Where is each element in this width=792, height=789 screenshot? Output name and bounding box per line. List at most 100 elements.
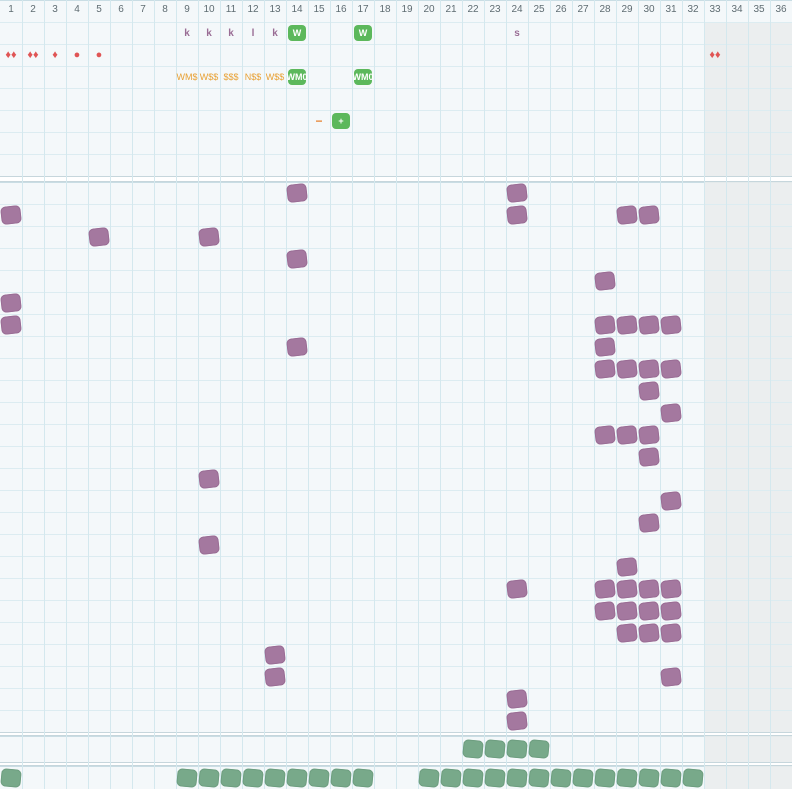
purple-piece[interactable] [638,623,660,643]
board-cell-piece[interactable] [264,644,286,666]
teal-piece[interactable] [594,768,616,788]
purple-piece[interactable] [594,425,616,445]
board-cell-piece[interactable] [660,666,682,688]
tray-piece[interactable] [308,767,330,789]
board-cell-piece[interactable] [198,226,220,248]
purple-piece[interactable] [198,227,220,247]
board-cell-piece[interactable] [594,600,616,622]
board-cell-piece[interactable] [594,424,616,446]
purple-piece[interactable] [286,249,308,269]
board-cell-piece[interactable] [660,578,682,600]
tray-piece[interactable] [0,767,22,789]
teal-piece[interactable] [418,768,440,788]
header-badge[interactable]: WM0 [286,66,308,88]
board-cell-piece[interactable] [616,600,638,622]
purple-piece[interactable] [616,601,638,621]
board-cell-piece[interactable] [594,336,616,358]
purple-piece[interactable] [638,579,660,599]
tray-piece[interactable] [242,767,264,789]
purple-piece[interactable] [660,579,682,599]
purple-piece[interactable] [660,491,682,511]
tray-piece[interactable] [352,767,374,789]
teal-piece[interactable] [176,768,198,788]
purple-piece[interactable] [638,425,660,445]
tray-piece[interactable] [506,767,528,789]
purple-piece[interactable] [638,315,660,335]
teal-piece[interactable] [264,768,286,788]
board-cell-piece[interactable] [660,358,682,380]
board-cell-piece[interactable] [88,226,110,248]
board-cell-piece[interactable] [594,358,616,380]
purple-piece[interactable] [638,601,660,621]
teal-piece[interactable] [0,768,22,788]
purple-piece[interactable] [616,425,638,445]
purple-piece[interactable] [660,359,682,379]
teal-piece[interactable] [616,768,638,788]
teal-piece[interactable] [660,768,682,788]
teal-piece[interactable] [550,768,572,788]
teal-piece[interactable] [198,768,220,788]
board-cell-piece[interactable] [638,622,660,644]
teal-piece[interactable] [242,768,264,788]
board-cell-piece[interactable] [0,204,22,226]
purple-piece[interactable] [594,315,616,335]
header-badge[interactable]: W [286,22,308,44]
tray-piece[interactable] [418,767,440,789]
game-badge[interactable]: W [288,25,306,41]
tray-piece[interactable] [264,767,286,789]
board-cell-piece[interactable] [616,204,638,226]
purple-piece[interactable] [506,205,528,225]
teal-piece[interactable] [572,768,594,788]
purple-piece[interactable] [638,205,660,225]
board-cell-piece[interactable] [594,270,616,292]
board-cell-piece[interactable] [638,380,660,402]
board-cell-piece[interactable] [286,248,308,270]
purple-piece[interactable] [638,513,660,533]
tray-piece[interactable] [550,767,572,789]
board-cell-piece[interactable] [660,314,682,336]
board-cell-piece[interactable] [638,358,660,380]
tray-piece[interactable] [594,767,616,789]
purple-piece[interactable] [660,667,682,687]
board-cell-piece[interactable] [616,358,638,380]
board-cell-piece[interactable] [594,314,616,336]
purple-piece[interactable] [264,645,286,665]
tray-piece[interactable] [528,738,550,760]
tray-piece[interactable] [440,767,462,789]
tray-piece[interactable] [572,767,594,789]
purple-piece[interactable] [616,315,638,335]
purple-piece[interactable] [660,403,682,423]
board-cell-piece[interactable] [616,424,638,446]
purple-piece[interactable] [616,359,638,379]
purple-piece[interactable] [616,557,638,577]
teal-piece[interactable] [484,768,506,788]
board-cell-piece[interactable] [506,578,528,600]
tray-piece[interactable] [660,767,682,789]
purple-piece[interactable] [594,601,616,621]
game-badge[interactable]: W [354,25,372,41]
board-cell-piece[interactable] [616,556,638,578]
minus-marker[interactable]: − [308,110,330,132]
purple-piece[interactable] [660,601,682,621]
purple-piece[interactable] [286,183,308,203]
tray-piece[interactable] [484,738,506,760]
purple-piece[interactable] [506,711,528,731]
purple-piece[interactable] [286,337,308,357]
purple-piece[interactable] [264,667,286,687]
board-cell-piece[interactable] [616,314,638,336]
tray-piece[interactable] [616,767,638,789]
board-cell-piece[interactable] [638,204,660,226]
purple-piece[interactable] [0,293,22,313]
tray-piece[interactable] [528,767,550,789]
teal-piece[interactable] [286,768,308,788]
header-badge[interactable]: W [352,22,374,44]
board-cell-piece[interactable] [660,622,682,644]
board-cell-piece[interactable] [638,600,660,622]
board-cell-piece[interactable] [660,600,682,622]
purple-piece[interactable] [506,183,528,203]
tray-piece[interactable] [682,767,704,789]
board-cell-piece[interactable] [638,512,660,534]
teal-piece[interactable] [484,739,506,759]
teal-piece[interactable] [220,768,242,788]
tray-piece[interactable] [462,767,484,789]
